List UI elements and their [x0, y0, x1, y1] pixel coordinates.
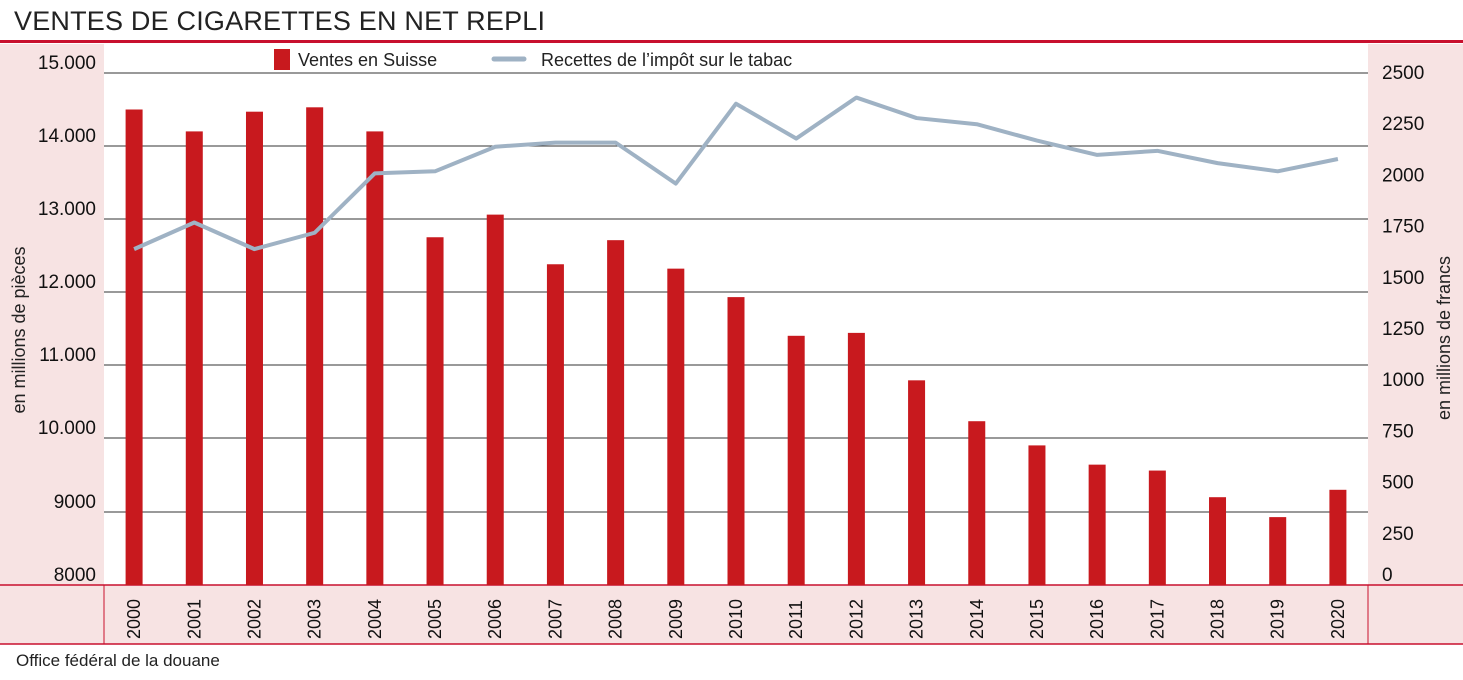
bar-2009 [667, 268, 685, 585]
right-tick-label: 250 [1382, 524, 1414, 545]
bar-2011 [787, 335, 805, 585]
bar-2005 [426, 237, 444, 585]
right-tick-label: 1750 [1382, 217, 1424, 238]
right-tick-label: 500 [1382, 473, 1414, 494]
bar-2006 [486, 214, 504, 585]
bar-2017 [1148, 470, 1166, 585]
left-tick-label: 13.000 [38, 199, 96, 220]
left-tick-label: 15.000 [38, 53, 96, 74]
x-axis-ticks: 2000 2001 2002 2003 2004 2005 2006 2007 2008 2009… [124, 599, 1348, 639]
x-tick-label: 2017 [1147, 599, 1167, 639]
bar-2012 [847, 332, 865, 585]
chart-title: VENTES DE CIGARETTES EN NET REPLI [14, 6, 546, 36]
x-axis-panel [0, 585, 1463, 644]
x-tick-label: 2018 [1208, 599, 1228, 639]
right-axis-panel [1368, 44, 1463, 585]
right-tick-label: 0 [1382, 565, 1393, 586]
x-tick-label: 2007 [545, 599, 565, 639]
left-tick-label: 14.000 [38, 126, 96, 147]
right-tick-label: 750 [1382, 421, 1414, 442]
x-tick-label: 2015 [1027, 599, 1047, 639]
x-tick-label: 2008 [606, 599, 626, 639]
bar-2016 [1088, 464, 1106, 585]
right-tick-label: 2000 [1382, 165, 1424, 186]
left-tick-label: 8000 [54, 565, 96, 586]
left-axis-title: en millions de pièces [9, 246, 29, 413]
legend-bar-label: Ventes en Suisse [298, 50, 437, 70]
bar-2004 [366, 131, 384, 585]
x-tick-label: 2001 [184, 599, 204, 639]
x-tick-label: 2020 [1328, 599, 1348, 639]
left-tick-label: 12.000 [38, 272, 96, 293]
x-tick-label: 2000 [124, 599, 144, 639]
bar-2013 [908, 380, 926, 585]
left-tick-label: 9000 [54, 492, 96, 513]
right-tick-label: 1000 [1382, 370, 1424, 391]
right-tick-label: 1250 [1382, 319, 1424, 340]
x-tick-label: 2009 [666, 599, 686, 639]
right-tick-label: 2500 [1382, 63, 1424, 84]
bar-2020 [1329, 489, 1347, 585]
x-tick-label: 2006 [485, 599, 505, 639]
bar-2015 [1028, 445, 1046, 585]
x-tick-label: 2003 [305, 599, 325, 639]
line-series [133, 95, 1339, 252]
x-tick-label: 2014 [967, 599, 987, 639]
x-tick-label: 2013 [907, 599, 927, 639]
bar-2010 [727, 297, 745, 585]
x-tick-label: 2012 [846, 599, 866, 639]
x-tick-label: 2011 [786, 600, 806, 639]
title-rule [0, 40, 1463, 43]
legend-line-label: Recettes de l’impôt sur le tabac [541, 50, 792, 70]
bar-2002 [245, 111, 263, 585]
left-tick-label: 11.000 [39, 345, 96, 366]
legend-bar-swatch [274, 49, 290, 70]
right-tick-label: 1500 [1382, 268, 1424, 289]
legend: Ventes en Suisse Recettes de l’impôt sur… [274, 49, 792, 70]
right-tick-label: 2250 [1382, 114, 1424, 135]
x-tick-label: 2019 [1268, 599, 1288, 639]
source-note: Office fédéral de la douane [16, 651, 220, 670]
bar-2007 [546, 264, 564, 585]
bar-2000 [125, 109, 143, 585]
x-tick-label: 2016 [1087, 599, 1107, 639]
x-tick-label: 2002 [244, 599, 264, 639]
bar-2018 [1209, 497, 1227, 585]
left-tick-label: 10.000 [38, 418, 96, 439]
right-axis-title: en millions de francs [1434, 256, 1454, 420]
bar-series [125, 107, 1347, 586]
x-tick-label: 2010 [726, 599, 746, 639]
x-tick-label: 2004 [365, 599, 385, 639]
bar-2019 [1269, 517, 1287, 585]
bar-2003 [306, 107, 324, 585]
bar-2014 [968, 421, 986, 585]
bar-2001 [185, 131, 203, 585]
left-axis-ticks: 15.000 14.000 13.000 12.000 11.000 10.000 9000… [38, 53, 96, 586]
left-axis-panel [0, 44, 104, 585]
bar-2008 [607, 240, 625, 586]
x-tick-label: 2005 [425, 599, 445, 639]
